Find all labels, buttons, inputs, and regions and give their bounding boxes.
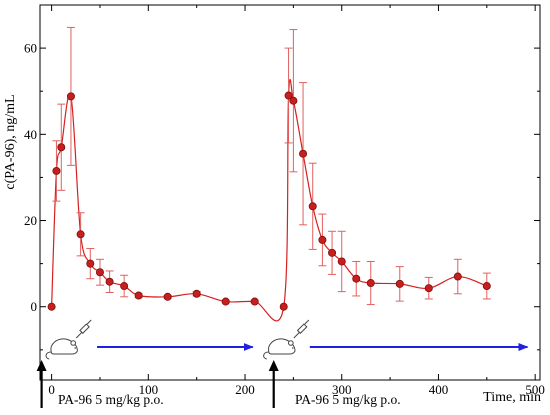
dose-label-1: PA-96 5 mg/kg p.o.	[58, 392, 164, 407]
x-tick-label: 0	[48, 382, 55, 397]
data-point	[284, 91, 293, 100]
dose-arrow-head	[268, 360, 279, 371]
data-point	[52, 166, 61, 175]
data-point	[66, 92, 75, 101]
x-tick-label: 300	[332, 382, 352, 397]
series-curve	[51, 78, 488, 322]
x-tick-label: 400	[429, 382, 449, 397]
data-point	[57, 143, 66, 152]
data-point	[76, 230, 85, 239]
data-point	[192, 289, 201, 298]
data-point	[95, 268, 104, 277]
data-point	[318, 235, 327, 244]
dose-label-2: PA-96 5 mg/kg p.o.	[295, 392, 401, 407]
y-tick-label: 20	[24, 213, 37, 228]
data-point	[337, 257, 346, 266]
data-point	[163, 292, 172, 301]
x-axis-label: Time, min	[483, 390, 541, 405]
y-axis-label: c(PA-96), ng/mL	[3, 94, 18, 189]
data-point	[250, 297, 259, 306]
data-point	[352, 274, 361, 283]
data-point	[289, 96, 298, 105]
y-tick-label: 0	[31, 299, 38, 314]
data-point	[47, 302, 56, 311]
data-point	[366, 279, 375, 288]
mouse-with-syringe-icon	[263, 319, 310, 360]
annotations	[36, 319, 529, 408]
tick-labels: 0 20 40 60 0 100 200 300 400 500	[24, 41, 545, 397]
plot-frame	[39, 4, 541, 381]
plot-border	[39, 4, 541, 381]
x-tick-label: 500	[525, 382, 545, 397]
data-point	[424, 284, 433, 293]
x-tick-label: 100	[139, 382, 159, 397]
data-point	[105, 277, 114, 286]
y-tick-label: 40	[24, 127, 37, 142]
data-point	[221, 297, 230, 306]
error-bars	[52, 26, 491, 306]
data-points	[47, 91, 491, 311]
data-point	[328, 248, 337, 257]
y-tick-label: 60	[24, 41, 37, 56]
data-point	[308, 202, 317, 211]
x-tick-label: 200	[235, 382, 255, 397]
axis-ticks	[40, 4, 540, 380]
data-point	[120, 282, 129, 291]
mouse-with-syringe-icon	[45, 319, 92, 360]
data-point	[395, 279, 404, 288]
data-point	[482, 282, 491, 291]
data-point	[453, 272, 462, 281]
dose-arrow-head	[36, 360, 47, 371]
series-line	[51, 78, 488, 322]
data-point	[86, 259, 95, 268]
data-point	[279, 302, 288, 311]
data-point	[299, 149, 308, 158]
data-point	[134, 291, 143, 300]
